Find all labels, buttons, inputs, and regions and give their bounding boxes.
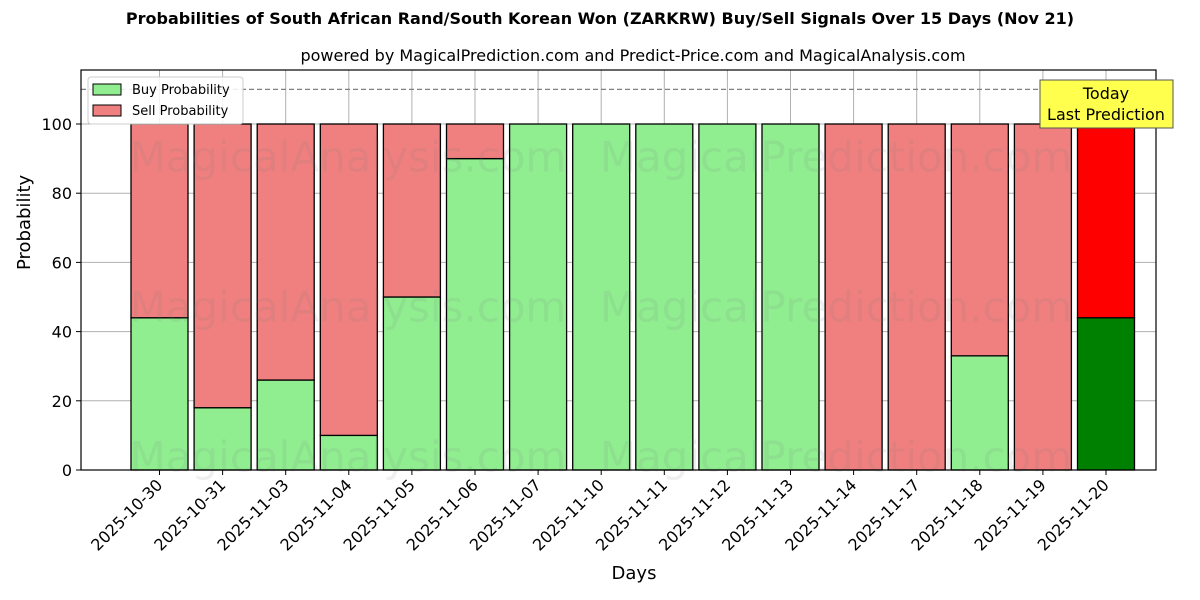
buy-bar bbox=[950, 355, 1009, 471]
bar-group bbox=[1013, 123, 1073, 471]
buy-bar bbox=[698, 123, 757, 471]
sell-bar bbox=[445, 123, 505, 160]
plot-frame bbox=[80, 69, 1157, 471]
svg-text:MagicalPrediction.com: MagicalPrediction.com bbox=[600, 433, 1073, 482]
today-annotation: Today Last Prediction bbox=[1039, 79, 1174, 129]
svg-text:MagicalPrediction.com: MagicalPrediction.com bbox=[600, 133, 1073, 182]
y-tick-label: 20 bbox=[52, 392, 72, 411]
buy-bar bbox=[1076, 317, 1136, 471]
buy-bar bbox=[193, 407, 252, 471]
svg-text:MagicalAnalysis.com: MagicalAnalysis.com bbox=[130, 433, 567, 482]
bar-group bbox=[508, 123, 568, 471]
bar-group bbox=[319, 123, 378, 471]
sell-bar bbox=[950, 123, 1009, 357]
buy-bar bbox=[319, 434, 378, 471]
bar-group bbox=[256, 123, 315, 471]
bars bbox=[130, 123, 1136, 471]
legend-sell-label: Sell Probability bbox=[132, 104, 229, 119]
sell-bar bbox=[887, 123, 946, 471]
bar-group bbox=[698, 123, 757, 471]
legend-buy-swatch bbox=[92, 83, 122, 96]
annotation-line2: Last Prediction bbox=[1047, 105, 1165, 124]
bar-group bbox=[950, 123, 1009, 471]
bar-group bbox=[887, 123, 946, 471]
buy-bar bbox=[130, 317, 189, 471]
annotation-line1: Today bbox=[1082, 84, 1129, 103]
bar-group bbox=[382, 123, 442, 471]
bar-group bbox=[1076, 123, 1136, 471]
buy-bar bbox=[382, 296, 442, 471]
sell-bar bbox=[824, 123, 883, 471]
sell-bar bbox=[1013, 123, 1073, 471]
sell-bar bbox=[256, 123, 315, 381]
y-tick-label: 60 bbox=[52, 253, 72, 272]
legend-sell-swatch bbox=[92, 104, 122, 117]
bar-group bbox=[130, 123, 189, 471]
y-tick-label: 40 bbox=[52, 323, 72, 342]
legend-buy-label: Buy Probability bbox=[132, 83, 230, 98]
legend: Buy Probability Sell Probability bbox=[87, 76, 244, 125]
y-tick-label: 0 bbox=[62, 461, 72, 480]
watermarks: MagicalAnalysis.com MagicalPrediction.com… bbox=[130, 133, 1073, 482]
y-tick-label: 100 bbox=[41, 115, 72, 134]
chart-title: Probabilities of South African Rand/Sout… bbox=[125, 9, 1075, 28]
bar-group bbox=[824, 123, 883, 471]
y-tick-label: 80 bbox=[52, 184, 72, 203]
svg-text:MagicalAnalysis.com: MagicalAnalysis.com bbox=[130, 133, 567, 182]
svg-text:MagicalPrediction.com: MagicalPrediction.com bbox=[600, 283, 1073, 332]
x-axis-label: Days bbox=[611, 563, 657, 584]
x-axis: 2025-10-302025-10-312025-11-032025-11-04… bbox=[87, 470, 1113, 555]
buy-bar bbox=[761, 123, 820, 471]
svg-text:MagicalAnalysis.com: MagicalAnalysis.com bbox=[130, 283, 567, 332]
sell-bar bbox=[1076, 123, 1136, 319]
buy-bar bbox=[256, 379, 315, 471]
chart-subtitle: powered by MagicalPrediction.com and Pre… bbox=[300, 46, 966, 65]
buy-bar bbox=[508, 123, 568, 471]
bar-group bbox=[761, 123, 820, 471]
y-axis: 0 20 40 60 80 100 bbox=[41, 115, 81, 480]
sell-bar bbox=[130, 123, 189, 319]
bar-group bbox=[193, 123, 252, 471]
sell-bar bbox=[193, 123, 252, 409]
sell-bar bbox=[382, 123, 442, 298]
sell-bar bbox=[319, 123, 378, 437]
